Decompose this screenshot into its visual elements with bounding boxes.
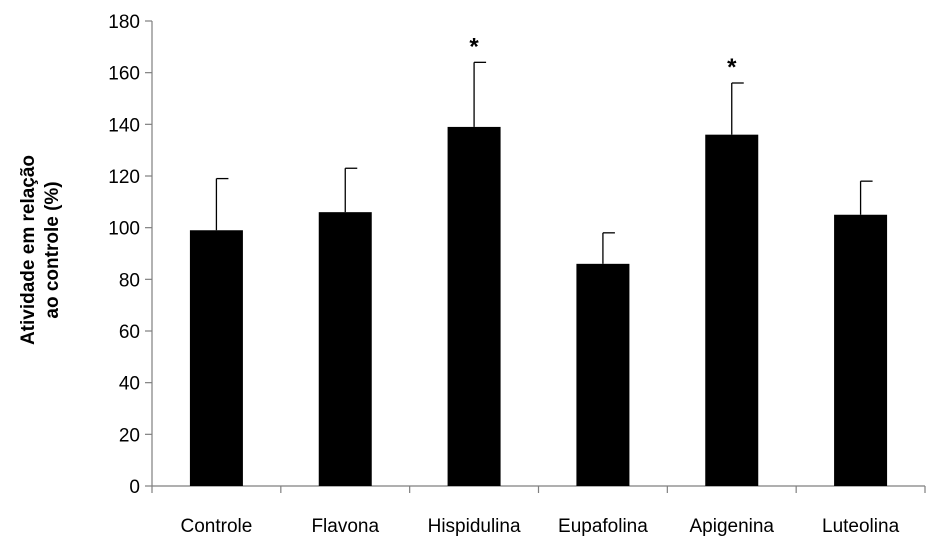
y-tick-label: 60 <box>119 322 140 343</box>
bar-luteolina <box>834 214 888 486</box>
x-tick-label: Hispidulina <box>428 516 521 537</box>
y-axis-label-line-1: Atividade em relação <box>18 155 39 345</box>
significance-marker: * <box>469 33 479 60</box>
x-tick-label: Controle <box>181 516 253 537</box>
x-tick-label: Apigenina <box>689 516 774 537</box>
x-tick-label: Luteolina <box>822 516 900 537</box>
bar-eupafolina <box>576 263 630 486</box>
bar-apigenina <box>705 134 759 486</box>
y-axis-label-line-2: ao controle (%) <box>42 181 63 318</box>
y-axis: 0 20 40 60 80 100 120 140 160 180 <box>108 12 153 498</box>
y-tick-label: 140 <box>108 115 140 136</box>
bars: ** <box>189 33 888 487</box>
x-tick-label: Eupafolina <box>558 516 648 537</box>
y-axis-label: Atividade em relação ao controle (%) <box>18 155 63 345</box>
bar-controle <box>189 230 243 486</box>
y-tick-label: 160 <box>108 64 140 85</box>
y-tick-label: 120 <box>108 167 140 188</box>
y-tick-label: 100 <box>108 219 140 240</box>
y-tick-label: 20 <box>119 425 140 446</box>
bar-hispidulina <box>447 126 501 487</box>
y-tick-label: 180 <box>108 12 140 33</box>
y-tick-label: 40 <box>119 374 140 395</box>
y-tick-label: 80 <box>119 270 140 291</box>
significance-marker: * <box>727 54 737 81</box>
x-tick-label: Flavona <box>311 516 379 537</box>
x-axis: Controle Flavona Hispidulina Eupafolina Apig… <box>151 485 926 537</box>
bar-flavona <box>318 212 372 486</box>
y-tick-label: 0 <box>129 477 140 498</box>
